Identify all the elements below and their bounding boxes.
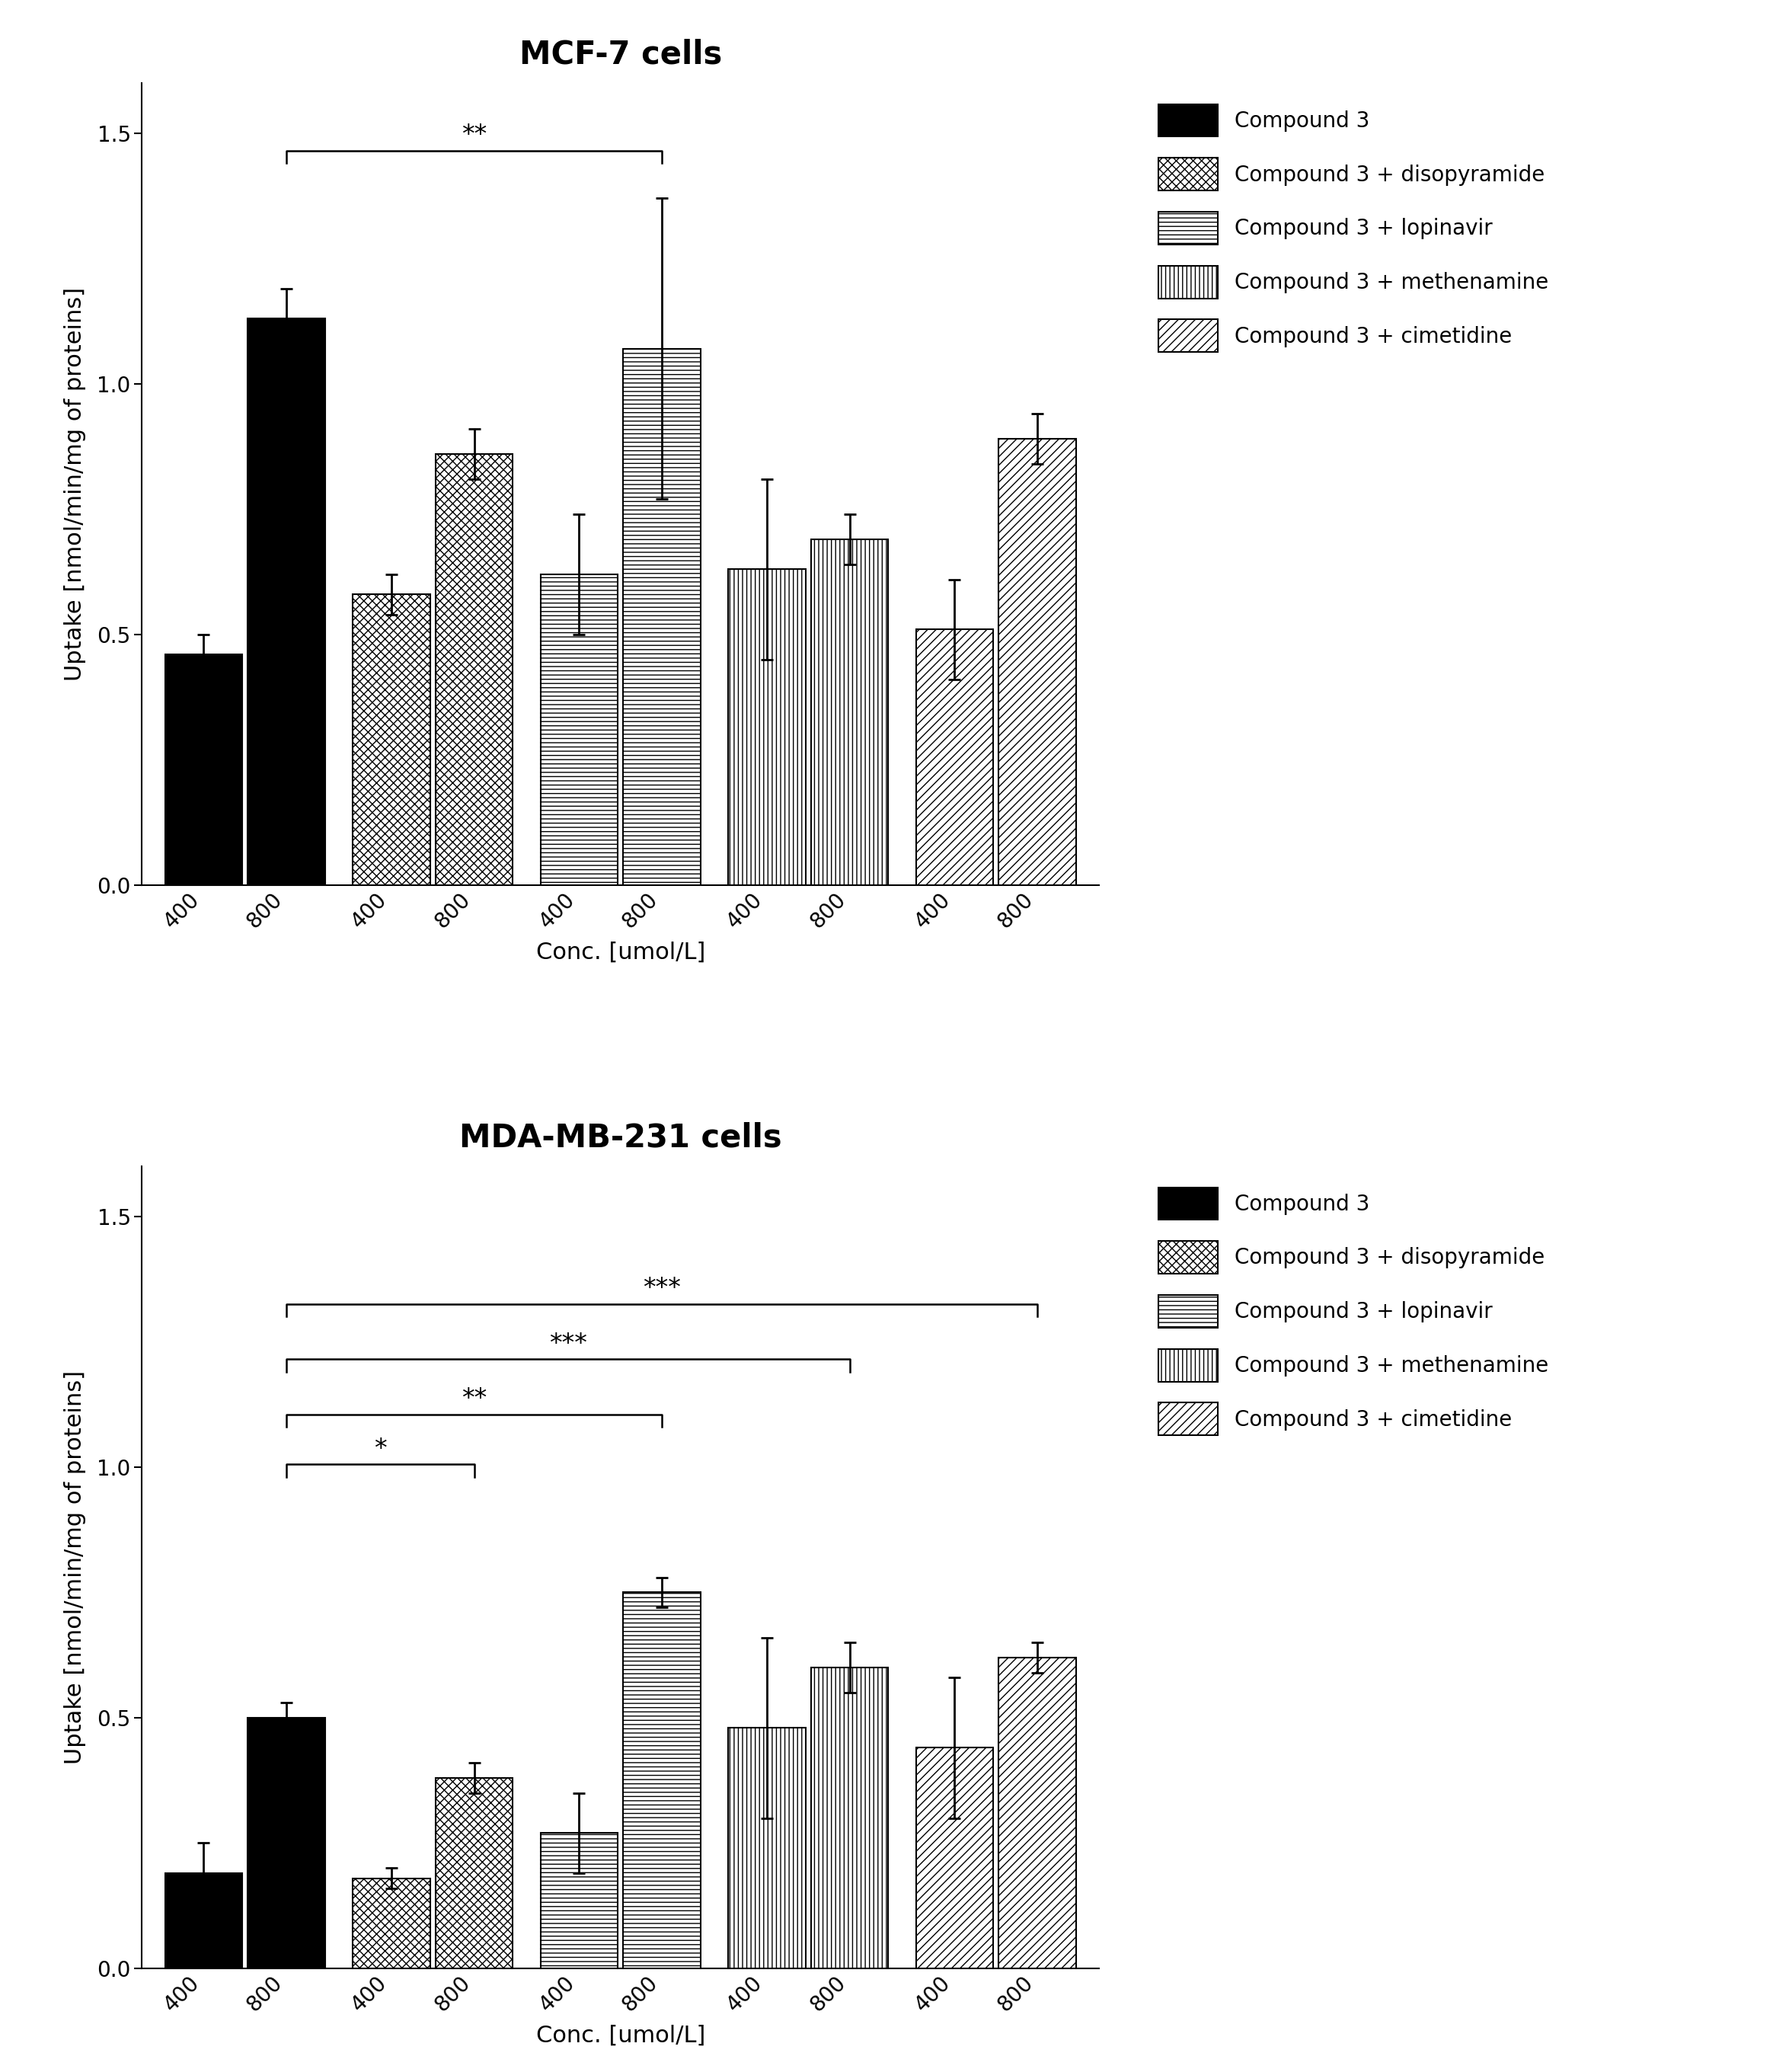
Text: **: ** — [461, 1386, 488, 1411]
Bar — [541, 1834, 617, 1968]
Bar — [165, 1873, 243, 1968]
Bar — [998, 439, 1076, 885]
Bar — [729, 570, 805, 885]
X-axis label: Conc. [umol/L]: Conc. [umol/L] — [535, 2024, 706, 2047]
Title: MDA-MB-231 cells: MDA-MB-231 cells — [459, 1121, 782, 1154]
Bar — [624, 1591, 700, 1968]
Bar — [624, 348, 700, 885]
Text: ***: *** — [550, 1332, 587, 1357]
Bar — [165, 655, 243, 885]
Bar — [353, 595, 431, 885]
Bar — [729, 1728, 805, 1968]
Bar — [917, 630, 993, 885]
Bar — [541, 574, 617, 885]
Legend: Compound 3, Compound 3 + disopyramide, Compound 3 + lopinavir, Compound 3 + meth: Compound 3, Compound 3 + disopyramide, C… — [1149, 93, 1560, 363]
Text: **: ** — [461, 122, 488, 147]
Bar — [810, 539, 888, 885]
Text: ***: *** — [644, 1276, 681, 1301]
X-axis label: Conc. [umol/L]: Conc. [umol/L] — [535, 941, 706, 963]
Bar — [248, 319, 324, 885]
Bar — [917, 1749, 993, 1968]
Y-axis label: Uptake [nmol/min/mg of proteins]: Uptake [nmol/min/mg of proteins] — [64, 288, 87, 682]
Bar — [998, 1658, 1076, 1968]
Legend: Compound 3, Compound 3 + disopyramide, Compound 3 + lopinavir, Compound 3 + meth: Compound 3, Compound 3 + disopyramide, C… — [1149, 1177, 1560, 1446]
Bar — [248, 1718, 324, 1968]
Bar — [436, 454, 512, 885]
Text: *: * — [374, 1436, 387, 1463]
Bar — [353, 1877, 431, 1968]
Title: MCF-7 cells: MCF-7 cells — [519, 39, 722, 70]
Bar — [436, 1778, 512, 1968]
Y-axis label: Uptake [nmol/min/mg of proteins]: Uptake [nmol/min/mg of proteins] — [64, 1370, 87, 1763]
Bar — [810, 1668, 888, 1968]
